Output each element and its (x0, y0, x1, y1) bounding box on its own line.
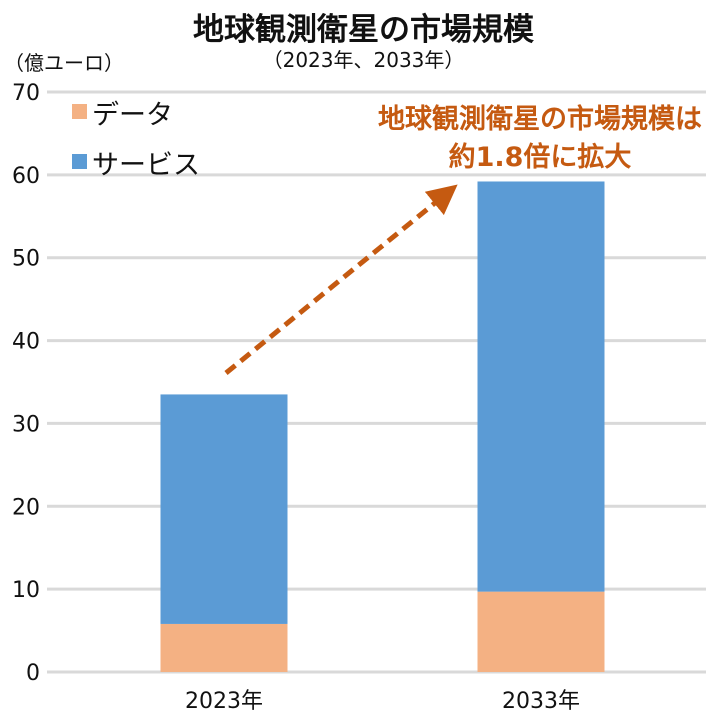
legend-label: データ (92, 100, 173, 131)
bar-data-0 (160, 623, 288, 672)
x-category-label: 2023年 (185, 689, 263, 714)
chart-subtitle: （2023年、2033年） (262, 48, 465, 72)
bars (160, 181, 605, 672)
annotation-text: 約1.8倍に拡大 (449, 141, 632, 173)
y-tick-label: 10 (12, 578, 40, 603)
chart-title: 地球観測衛星の市場規模 (193, 12, 534, 48)
x-axis-labels: 2023年 2033年 (185, 689, 580, 714)
y-tick-label: 20 (12, 495, 40, 520)
bar-service-0 (160, 394, 288, 624)
y-tick-label: 0 (26, 661, 40, 686)
growth-arrow (224, 184, 458, 375)
legend-swatch-data (72, 104, 87, 119)
bar-service-1 (477, 181, 605, 592)
y-tick-label: 70 (12, 81, 40, 106)
x-category-label: 2033年 (502, 689, 580, 714)
legend-label: サービス (92, 150, 200, 181)
y-tick-label: 50 (12, 247, 40, 272)
bar-data-1 (477, 591, 605, 672)
y-tick-label: 40 (12, 330, 40, 355)
y-axis-unit-label: （億ユーロ） (4, 51, 124, 75)
legend-swatch-service (72, 154, 87, 169)
annotation-text: 地球観測衛星の市場規模は (378, 103, 702, 135)
y-tick-label: 60 (12, 164, 40, 189)
y-axis-ticks: 0 10 20 30 40 50 60 70 (12, 81, 40, 686)
y-tick-label: 30 (12, 412, 40, 437)
